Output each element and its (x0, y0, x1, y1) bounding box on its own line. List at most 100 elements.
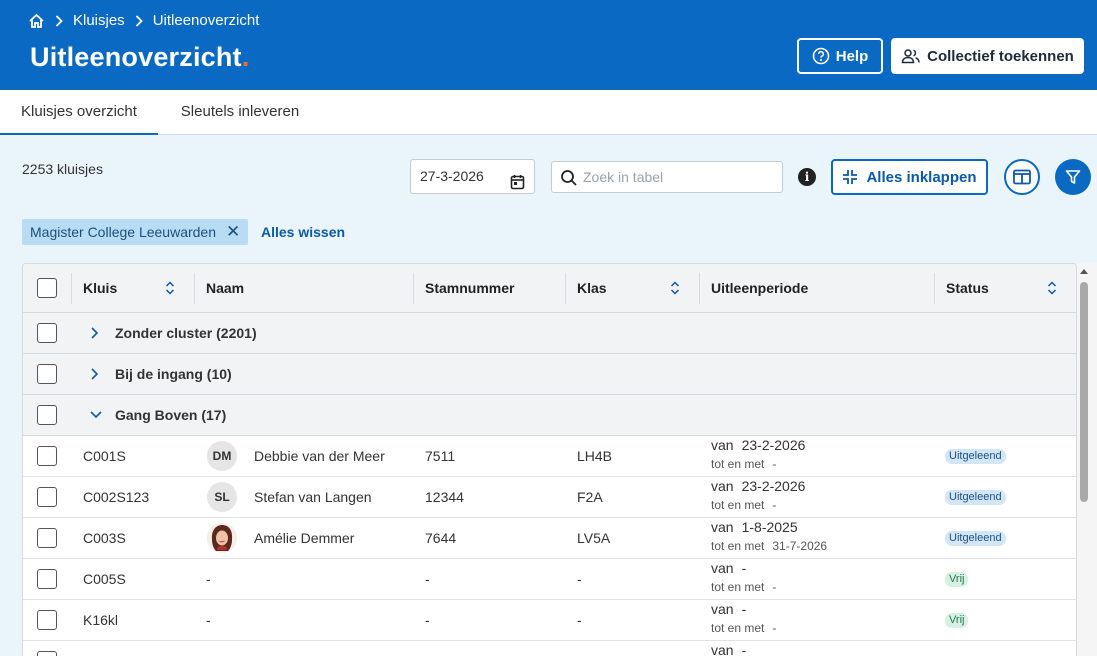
alles-inklappen-button[interactable]: Alles inklappen (831, 159, 988, 195)
close-icon[interactable]: ✕ (226, 222, 241, 241)
chevron-right-icon[interactable] (89, 326, 99, 340)
status-badge: Uitgeleend (945, 490, 1006, 505)
period-from-label: van (711, 437, 734, 453)
period-from-label: van (711, 478, 734, 494)
period-from: van - (711, 601, 746, 617)
period-from-value: - (741, 642, 747, 656)
column-divider (934, 273, 935, 304)
cell-kluis: C002S123 (83, 489, 150, 505)
columns-button[interactable] (1004, 159, 1040, 195)
home-icon[interactable] (28, 13, 45, 29)
status-badge: Vrij (945, 613, 969, 628)
breadcrumb-item-kluisjes[interactable]: Kluisjes (73, 12, 125, 29)
row-checkbox[interactable] (37, 446, 57, 466)
sort-icon[interactable] (669, 280, 681, 296)
cell-stamnummer: - (425, 571, 430, 587)
chevron-right-icon[interactable] (89, 367, 99, 381)
table-row[interactable]: van - (23, 641, 1076, 656)
filter-button[interactable] (1055, 159, 1091, 195)
tab-sleutels-inleveren[interactable]: Sleutels inleveren (180, 103, 300, 120)
period-from-value: - (741, 560, 747, 576)
alles-wissen-link[interactable]: Alles wissen (261, 224, 346, 240)
sort-icon[interactable] (1046, 280, 1058, 296)
period-to: tot en met - (711, 498, 776, 512)
page-title-text: Uitleenoverzicht (30, 42, 242, 72)
table-row[interactable]: C005S - - - van - tot en met - Vrij (23, 559, 1076, 600)
period-to: tot en met 31-7-2026 (711, 539, 827, 553)
row-checkbox[interactable] (37, 364, 57, 384)
breadcrumb-item-current: Uitleenoverzicht (152, 12, 260, 29)
period-from-value: 1-8-2025 (741, 519, 798, 535)
cell-klas: - (577, 571, 582, 587)
collapse-icon (843, 170, 858, 184)
cell-stamnummer: 12344 (425, 489, 464, 505)
calendar-icon[interactable] (510, 169, 525, 202)
period-to-value: - (772, 580, 777, 594)
table-scrollbar[interactable] (1077, 263, 1097, 656)
period-from-label: van (711, 642, 734, 656)
select-all-checkbox[interactable] (37, 278, 57, 298)
group-label: Gang Boven (17) (115, 407, 227, 423)
column-divider (699, 273, 700, 304)
cell-naam: Debbie van der Meer (254, 448, 385, 464)
period-from-label: van (711, 601, 734, 617)
period-to: tot en met - (711, 580, 776, 594)
cell-naam: - (206, 571, 211, 587)
group-row[interactable]: Zonder cluster (2201) (23, 313, 1076, 354)
cell-stamnummer: 7511 (425, 448, 456, 464)
row-checkbox[interactable] (37, 487, 57, 507)
help-button[interactable]: Help (797, 38, 883, 74)
avatar: DM (207, 441, 237, 471)
info-icon[interactable]: i (798, 168, 816, 186)
cell-stamnummer: 7644 (425, 530, 457, 546)
row-checkbox[interactable] (37, 323, 57, 343)
period-to-label: tot en met (711, 457, 765, 471)
column-header-status[interactable]: Status (946, 280, 989, 296)
row-checkbox[interactable] (37, 528, 57, 548)
chevron-down-icon[interactable] (89, 410, 103, 420)
row-checkbox[interactable] (37, 651, 57, 656)
app-header: Kluisjes Uitleenoverzicht Uitleenoverzic… (0, 0, 1097, 90)
table-row[interactable]: C003S Amélie Demmer 7644 LV5A van 1-8-202… (23, 518, 1076, 559)
table-row[interactable]: C001S DM Debbie van der Meer 7511 LH4B v… (23, 436, 1076, 477)
scroll-up-arrow[interactable] (1080, 269, 1088, 274)
status-badge: Uitgeleend (945, 531, 1006, 546)
period-from-value: 23-2-2026 (741, 437, 806, 453)
period-to-value: - (772, 498, 777, 512)
cell-klas: F2A (577, 489, 603, 505)
column-divider (413, 273, 414, 304)
tab-kluisjes-overzicht[interactable]: Kluisjes overzicht (0, 90, 158, 135)
group-row[interactable]: Bij de ingang (10) (23, 354, 1076, 395)
cell-stamnummer: - (425, 612, 430, 628)
avatar-photo (207, 523, 237, 553)
period-from: van - (711, 642, 746, 656)
chevron-right-icon (135, 14, 143, 27)
row-checkbox[interactable] (37, 610, 57, 630)
column-header-klas[interactable]: Klas (577, 280, 607, 296)
cell-kluis: K16kl (83, 612, 119, 628)
period-to-value: 31-7-2026 (772, 539, 828, 553)
column-header-uitleenperiode: Uitleenperiode (711, 280, 809, 296)
filter-icon (1065, 170, 1081, 184)
sort-icon[interactable] (164, 280, 176, 296)
date-value: 27-3-2026 (420, 168, 484, 184)
table-row[interactable]: K16kl - - - van - tot en met - Vrij (23, 600, 1076, 641)
period-from: van 23-2-2026 (711, 437, 805, 453)
row-checkbox[interactable] (37, 569, 57, 589)
period-to: tot en met - (711, 621, 776, 635)
search-input[interactable] (583, 162, 778, 192)
row-checkbox[interactable] (37, 405, 57, 425)
group-row[interactable]: Gang Boven (17) (23, 395, 1076, 436)
help-button-label: Help (835, 47, 869, 65)
collectief-toekennen-button[interactable]: Collectief toekennen (891, 38, 1084, 74)
date-picker[interactable]: 27-3-2026 (410, 159, 535, 194)
table-header: Kluis Naam Stamnummer Klas Uitleenperiod… (23, 264, 1076, 313)
chevron-right-icon (55, 14, 63, 27)
scrollbar-thumb[interactable] (1080, 282, 1088, 502)
column-header-kluis[interactable]: Kluis (83, 280, 118, 296)
cell-kluis: C005S (83, 571, 126, 587)
table-row[interactable]: C002S123 SL Stefan van Langen 12344 F2A … (23, 477, 1076, 518)
period-to: tot en met - (711, 457, 776, 471)
column-divider (71, 273, 72, 304)
avatar: SL (207, 482, 237, 512)
